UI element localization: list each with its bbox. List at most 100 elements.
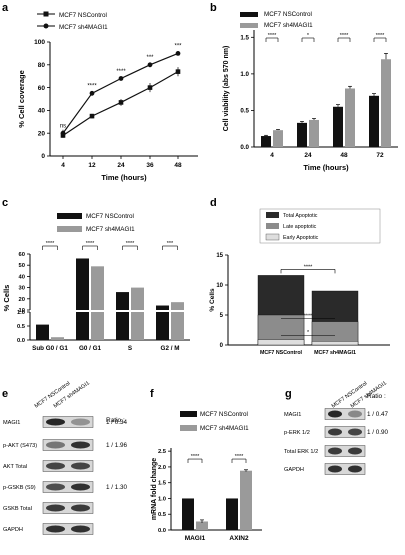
panel-e-blot-strip xyxy=(42,481,94,493)
panel-d-bar xyxy=(311,341,359,346)
panel-f-legend-swatch-1 xyxy=(180,411,197,417)
panel-b: b MCF7 NSControl MCF7 sh4MAGI1 0.0 0.5 1.0… xyxy=(210,2,398,172)
panel-d-sig-late-label: **** xyxy=(304,313,312,319)
panel-g-band xyxy=(328,447,342,455)
panel-d-y-tick-label: 10 xyxy=(216,283,223,289)
panel-g-ratio-value: 1 / 0.47 xyxy=(367,411,389,418)
panel-f: f MCF7 NSControl MCF7 sh4MAGI1 0.0 0.5 1.0… xyxy=(150,388,262,542)
panel-c-bar xyxy=(51,337,64,340)
panel-f-y-tick-label: 0.0 xyxy=(158,528,166,534)
panel-a-x-label: Time (hours) xyxy=(101,173,147,182)
panel-d-y-tick-label: 0 xyxy=(220,343,224,349)
panel-d-bar xyxy=(257,339,305,346)
panel-c-y-label: % Cells xyxy=(2,285,11,312)
panel-b-x-tick-label: 48 xyxy=(340,152,348,159)
panel-a-sig-label: **** xyxy=(116,69,126,75)
panel-a-sig-label: **** xyxy=(87,84,97,90)
panel-e-blot-strip xyxy=(42,460,94,472)
panel-b-x-tick-label: 4 xyxy=(270,152,274,159)
panel-a-y-tick-label: 40 xyxy=(38,108,46,115)
panel-e-band xyxy=(71,418,90,426)
panel-f-letter: f xyxy=(150,388,154,400)
panel-e-blot-strip xyxy=(42,416,94,428)
panel-c-bar xyxy=(156,305,169,340)
panel-c-bar xyxy=(91,266,104,340)
panel-b-x-label: Time (hours) xyxy=(303,163,349,172)
panel-a-x-tick-label: 48 xyxy=(174,162,182,169)
panel-b-legend-1: MCF7 NSControl xyxy=(264,11,312,18)
panel-c-legend-swatch-1 xyxy=(57,213,82,219)
panel-f-bar xyxy=(196,521,208,530)
panel-d-legend-box xyxy=(259,208,381,244)
panel-g-row-label: Total ERK 1/2 xyxy=(284,449,318,455)
panel-b-bar xyxy=(297,122,307,147)
panel-b-legend-swatch-1 xyxy=(240,12,258,17)
panel-d-x-tick-label: MCF7 NSControl xyxy=(260,350,303,356)
panel-c-y-tick-label: 1.0 xyxy=(17,310,25,316)
panel-c-bar xyxy=(36,324,49,340)
panel-a-x-tick-label: 36 xyxy=(146,162,154,169)
panel-a-y-tick-label: 100 xyxy=(34,39,45,46)
panel-a-point-circle xyxy=(175,51,181,56)
panel-e-letter: e xyxy=(2,388,8,400)
panel-e-band xyxy=(71,504,90,512)
panel-b-y-tick-label: 0.5 xyxy=(240,108,249,115)
panel-f-legend-1: MCF7 NSControl xyxy=(200,411,248,418)
panel-e-lane-label: MCF7 sh4MAGI1 xyxy=(53,380,91,409)
panel-c: c MCF7 NSControl MCF7 sh4MAGI1 0.0 0.5 1.0… xyxy=(2,197,190,352)
panel-c-y-tick-label: 30 xyxy=(19,286,25,292)
panel-e-ratio-header: Ratio : xyxy=(106,417,125,424)
panel-e-row-label: MAGI1 xyxy=(3,420,20,426)
panel-a-x-tick-label: 12 xyxy=(88,162,96,169)
panel-c-legend-1: MCF7 NSControl xyxy=(86,213,134,220)
panel-b-bar xyxy=(381,59,391,147)
panel-f-y-tick-label: 1.5 xyxy=(158,481,167,487)
panel-g-blot-strip xyxy=(324,463,366,475)
panel-g-blot-strip xyxy=(324,426,366,438)
panel-b-bar xyxy=(369,95,379,147)
panel-c-bar xyxy=(76,258,89,340)
panel-f-x-tick-label: MAGI1 xyxy=(185,535,206,542)
panel-e-ratio-value: 1 / 0.34 xyxy=(106,419,128,426)
panel-e-band xyxy=(46,462,65,470)
panel-a-point-circle xyxy=(89,90,95,96)
panel-g-row-label: GAPDH xyxy=(284,467,304,473)
panel-c-y-tick-label: 20 xyxy=(19,297,25,303)
panel-c-legend-swatch-2 xyxy=(57,226,82,232)
panel-g-ratio-value: 1 / 0.90 xyxy=(367,429,389,436)
panel-b-bar xyxy=(273,130,283,147)
panel-c-sig-label: **** xyxy=(46,241,55,247)
panel-d: d Total Apoptotic Late apoptotic Early A… xyxy=(209,197,390,356)
panel-a: a MCF7 NSControl MCF7 sh4MAGI1 0 20 40 60 80… xyxy=(2,2,198,182)
panel-g-ratio-header: Ratio : xyxy=(367,393,386,400)
panel-f-legend-2: MCF7 sh4MAGI1 xyxy=(200,425,249,432)
panel-f-bar xyxy=(182,498,194,530)
panel-c-y-tick-label: 40 xyxy=(19,274,25,280)
panel-c-y-tick-label: 60 xyxy=(19,252,25,258)
panel-c-axis-break-gap xyxy=(116,310,129,312)
panel-g-band xyxy=(348,428,362,436)
panel-f-y-label: mRNA fold change xyxy=(151,458,158,520)
panel-g-row-label: MAGI1 xyxy=(284,412,301,418)
panel-b-bar xyxy=(309,119,319,147)
panel-e-ratio-value: 1 / 1.30 xyxy=(106,484,128,491)
panel-f-y-tick-label: 1.0 xyxy=(158,496,166,502)
panel-a-point-circle xyxy=(60,130,66,136)
panel-d-legend-swatch-2 xyxy=(266,223,279,229)
panel-g-blot-strip xyxy=(324,445,366,457)
panel-e-row-label: GSKB Total xyxy=(3,506,32,512)
panel-c-letter: c xyxy=(2,197,8,209)
panel-a-series-line xyxy=(62,52,179,134)
panel-f-y-tick-label: 2.5 xyxy=(158,449,167,455)
panel-b-letter: b xyxy=(210,2,217,14)
panel-e-band xyxy=(71,483,90,491)
panel-b-sig-label: **** xyxy=(340,33,349,39)
panel-d-y-label: % Cells xyxy=(209,288,216,312)
panel-b-sig-label: * xyxy=(307,33,310,39)
panel-c-x-tick-label: G2 / M xyxy=(161,345,180,352)
panel-c-sig-label: *** xyxy=(167,241,174,247)
panel-a-x-tick-label: 24 xyxy=(117,162,125,169)
panel-a-y-tick-label: 0 xyxy=(41,153,45,160)
